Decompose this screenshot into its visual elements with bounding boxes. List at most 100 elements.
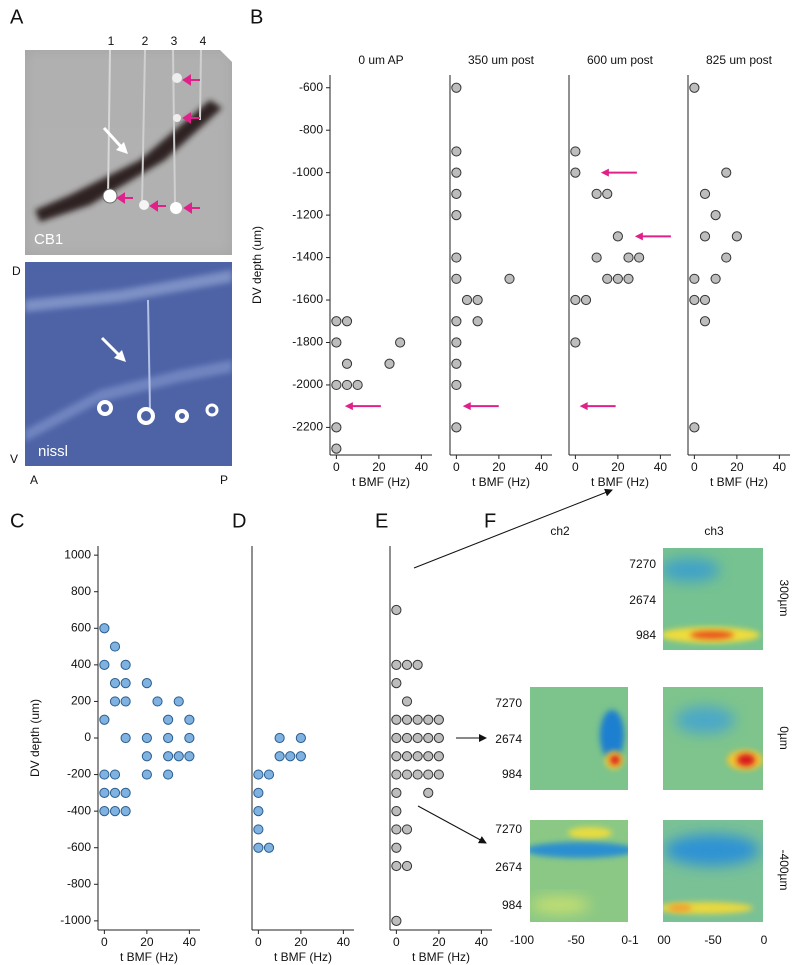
heatmap-bg [663,687,763,790]
point [120,678,131,689]
heatmap-y-tick: 984 [636,628,656,642]
point [391,678,402,689]
white-arrowhead [116,142,128,154]
point [120,732,131,744]
orientation-label: A [30,473,38,487]
x-tick-label: 20 [140,935,154,949]
heatmap-y-tick: 7270 [629,557,656,571]
point [109,678,121,689]
point [253,787,264,798]
point [401,769,413,780]
column-label: ch3 [704,524,724,538]
y-tick-label: -1400 [292,250,323,264]
x-tick-label: 20 [730,460,744,474]
x-tick-label: 40 [415,460,429,474]
point [602,273,613,284]
x-axis-label: t BMF (Hz) [472,475,530,489]
point [451,422,462,433]
link-arrow [417,805,487,844]
point [341,358,353,369]
point [163,751,174,762]
x-tick-label: 0 [453,460,460,474]
image-texture [25,50,232,255]
heatmap-x-tick: -100 [510,933,534,947]
heatmap-x-tick: 00 [657,933,671,947]
point [451,316,462,327]
point [263,769,275,780]
panel-label: D [232,510,246,532]
x-tick-label: 40 [337,935,351,949]
fiber-layer [25,270,232,312]
point [141,751,152,762]
blob [568,827,612,839]
orientation-label: P [220,473,228,487]
row-label: 0µm [777,726,791,750]
y-tick-label: 1000 [64,547,91,561]
x-tick-label: 0 [333,460,340,474]
point [99,769,110,780]
electrode-track [107,50,111,201]
point [99,787,110,798]
y-tick-label: -2000 [292,377,323,391]
point [263,842,275,853]
y-axis-label: DV depth (um) [28,699,42,777]
y-tick-label: 800 [71,584,91,598]
point [580,294,592,306]
lesion [137,407,155,425]
column-label: ch2 [550,524,570,538]
x-tick-label: 20 [611,460,625,474]
point [109,696,121,707]
y-tick-label: -600 [299,80,323,94]
y-tick-label: -600 [67,840,91,854]
panel-label: B [250,6,263,28]
point [689,294,700,306]
point [395,337,406,348]
point [109,769,121,780]
x-axis-label: t BMF (Hz) [352,475,410,489]
x-tick-label: 20 [294,935,308,949]
point [423,769,434,780]
point [109,641,121,652]
point [570,167,581,178]
heatmap-y-tick: 984 [502,767,522,781]
point [141,732,152,744]
point [341,379,353,391]
point [401,824,413,835]
cb1-image [25,50,232,255]
y-tick-label: 600 [71,620,91,634]
x-axis-label: t BMF (Hz) [591,475,649,489]
point [352,379,363,391]
arrowhead [182,74,191,86]
lane-label: 2 [142,34,149,48]
point [401,659,413,670]
y-tick-label: -1800 [292,335,323,349]
point [412,769,423,780]
lesion [173,114,181,122]
point [710,210,721,221]
link-arrow [413,488,613,569]
point [99,714,110,725]
heatmap-y-tick: 984 [502,898,522,912]
arrowhead [183,202,192,214]
y-axis-label: DV depth (um) [250,226,264,304]
chart-title: 600 um post [587,53,654,67]
lesion [172,73,182,83]
point [391,824,402,835]
annotation-arrowhead [600,168,609,177]
blob [675,706,735,734]
point [433,714,444,725]
x-tick-label: 0 [691,460,698,474]
point [423,732,434,744]
point [391,604,402,616]
point [173,696,184,707]
point [109,806,121,817]
point [451,252,462,263]
y-tick-label: -1000 [60,913,91,927]
point [391,806,402,817]
point [163,732,174,744]
point [285,751,296,762]
y-tick-label: 400 [71,657,91,671]
annotation-arrowhead [634,232,643,241]
x-tick-label: 40 [773,460,787,474]
